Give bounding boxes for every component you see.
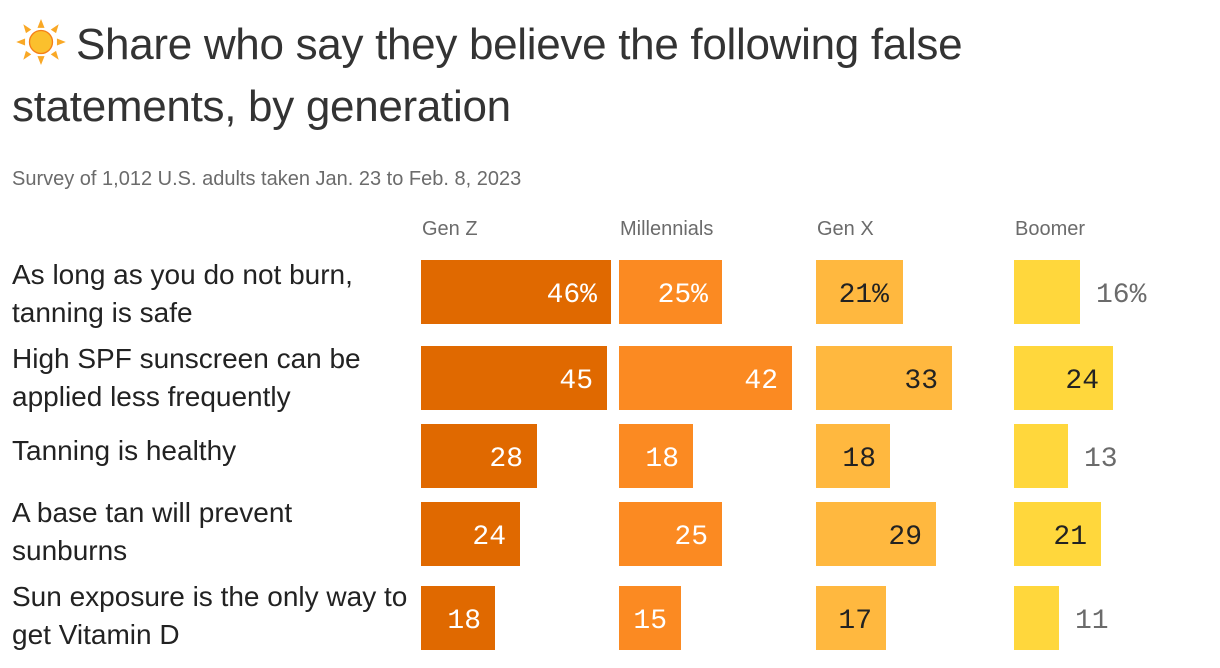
bar-2-4 bbox=[816, 586, 886, 650]
bar-1-3 bbox=[619, 502, 722, 566]
value-label-2-1: 33 bbox=[904, 366, 938, 397]
sun-icon bbox=[16, 19, 66, 65]
bar-1-1 bbox=[619, 346, 792, 410]
chart-title: Share who say they believe the following… bbox=[12, 14, 1112, 138]
chart-title-text: Share who say they believe the following… bbox=[12, 20, 963, 131]
value-label-0-1: 45 bbox=[559, 366, 593, 397]
column-header-2: Gen X bbox=[817, 218, 874, 240]
bar-0-4 bbox=[421, 586, 495, 650]
value-label-1-4: 15 bbox=[633, 606, 667, 637]
bar-0-2 bbox=[421, 424, 537, 488]
bar-0-3 bbox=[421, 502, 520, 566]
bar-0-0 bbox=[421, 260, 611, 324]
bar-2-1 bbox=[816, 346, 952, 410]
value-label-2-2: 18 bbox=[842, 444, 876, 475]
value-label-1-3: 25 bbox=[674, 522, 708, 553]
bar-2-3 bbox=[816, 502, 936, 566]
value-label-0-2: 28 bbox=[489, 444, 523, 475]
value-label-3-0: 16% bbox=[1096, 280, 1147, 311]
value-label-2-3: 29 bbox=[888, 522, 922, 553]
value-label-0-4: 18 bbox=[447, 606, 481, 637]
bar-2-2 bbox=[816, 424, 890, 488]
value-label-1-1: 42 bbox=[744, 366, 778, 397]
value-label-0-3: 24 bbox=[472, 522, 506, 553]
row-label-4: Sun exposure is the only way to get Vita… bbox=[12, 581, 408, 650]
bar-3-1 bbox=[1014, 346, 1113, 410]
value-label-3-3: 21 bbox=[1053, 522, 1087, 553]
column-header-1: Millennials bbox=[620, 218, 714, 240]
bar-3-2 bbox=[1014, 424, 1068, 488]
row-label-3: A base tan will prevent sunburns bbox=[12, 497, 293, 566]
row-label-1: High SPF sunscreen can be applied less f… bbox=[12, 343, 361, 412]
row-label-0: As long as you do not burn, tanning is s… bbox=[12, 259, 353, 328]
value-label-2-0: 21% bbox=[839, 280, 890, 311]
bar-2-0 bbox=[816, 260, 903, 324]
row-label-2: Tanning is healthy bbox=[12, 435, 237, 466]
value-label-0-0: 46% bbox=[547, 280, 598, 311]
bar-0-1 bbox=[421, 346, 607, 410]
bar-1-2 bbox=[619, 424, 693, 488]
column-header-0: Gen Z bbox=[422, 218, 478, 240]
value-label-3-2: 13 bbox=[1084, 444, 1118, 475]
value-label-2-4: 17 bbox=[838, 606, 872, 637]
bar-1-4 bbox=[619, 586, 681, 650]
chart-subtitle: Survey of 1,012 U.S. adults taken Jan. 2… bbox=[12, 168, 522, 190]
column-header-3: Boomer bbox=[1015, 218, 1086, 240]
bar-3-4 bbox=[1014, 586, 1059, 650]
value-label-3-4: 11 bbox=[1075, 606, 1109, 637]
value-label-3-1: 24 bbox=[1065, 366, 1099, 397]
value-label-1-2: 18 bbox=[645, 444, 679, 475]
bar-1-0 bbox=[619, 260, 722, 324]
value-label-1-0: 25% bbox=[658, 280, 709, 311]
bar-3-3 bbox=[1014, 502, 1101, 566]
bar-3-0 bbox=[1014, 260, 1080, 324]
